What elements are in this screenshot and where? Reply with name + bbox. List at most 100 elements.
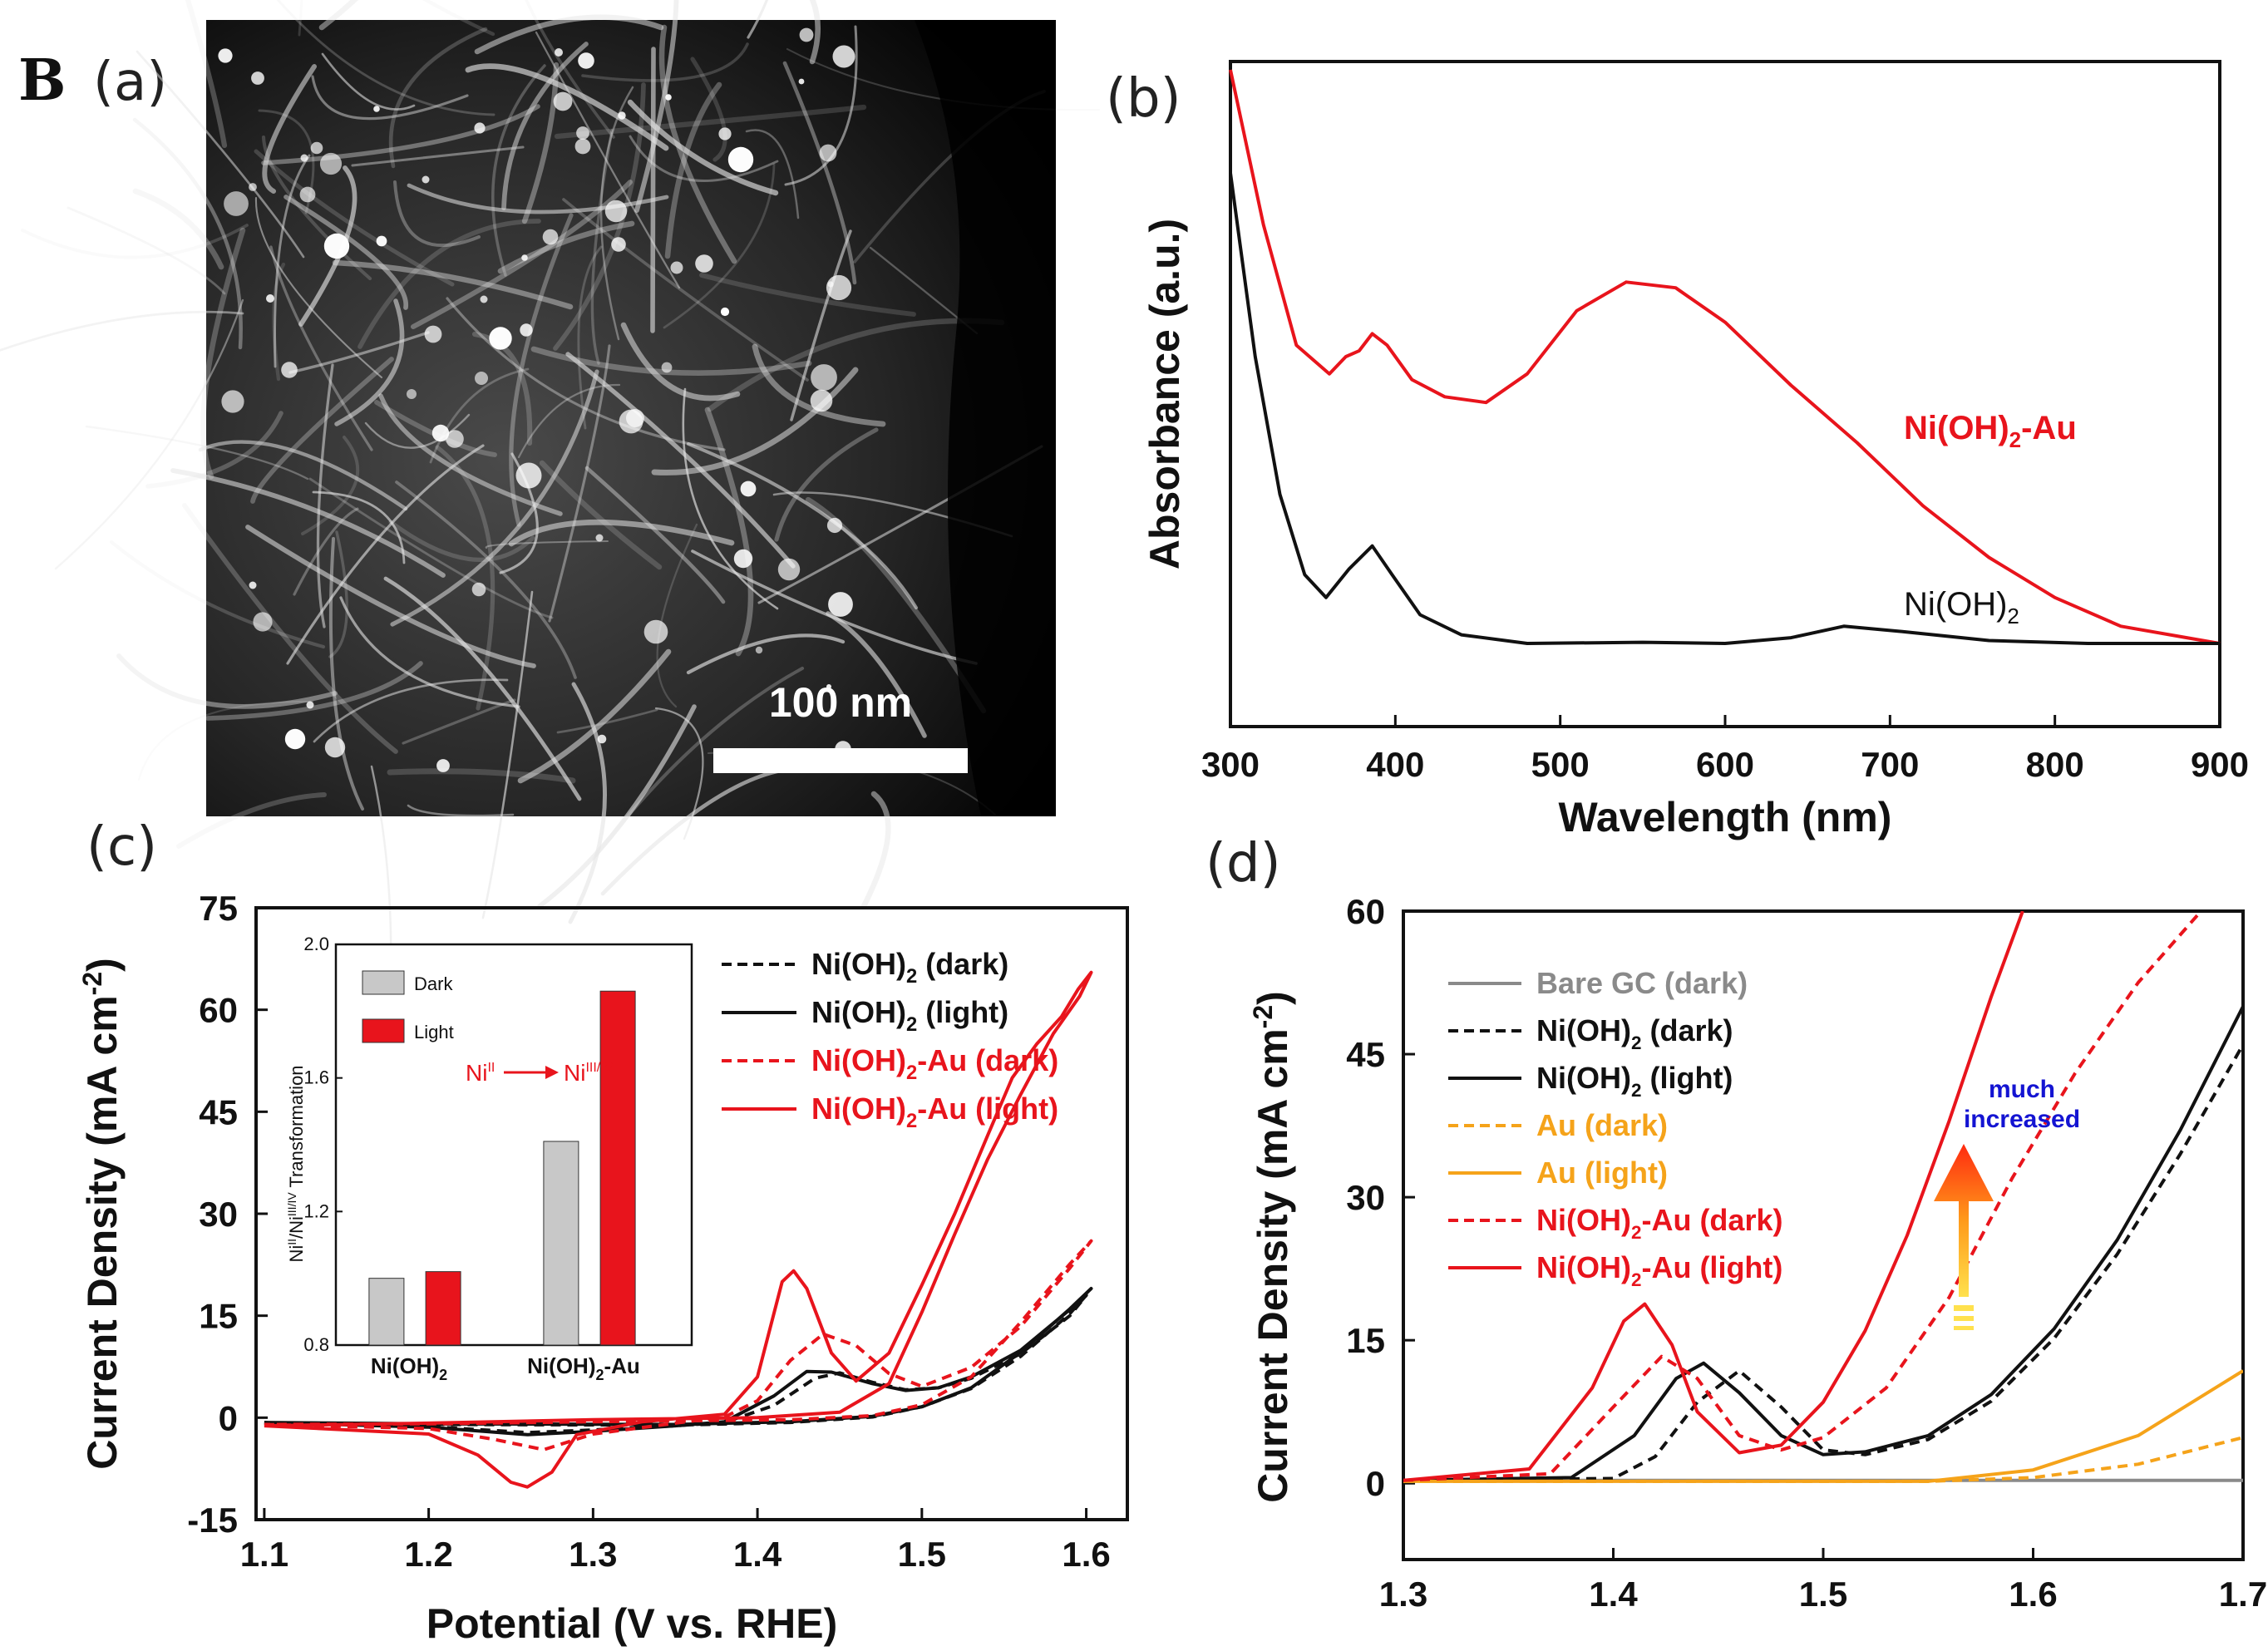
sem-particle — [661, 362, 673, 373]
sem-fiber — [627, 99, 779, 196]
d-xtick-label-4: 1.7 — [2219, 1575, 2267, 1614]
d-ytick-label-0: 0 — [1366, 1464, 1385, 1503]
d-ytick-label-1: 15 — [1346, 1321, 1385, 1360]
c-legend-sub-0: 2 — [906, 965, 917, 988]
figure-label: B — [18, 47, 66, 114]
panel-letter-d: (d) — [1205, 833, 1281, 894]
sem-fiber — [132, 117, 243, 350]
sem-fiber — [288, 331, 430, 374]
sem-particle — [319, 152, 343, 175]
sem-particle — [604, 200, 628, 223]
sem-fiber — [85, 425, 309, 481]
d-xtick-label-2: 1.5 — [1799, 1575, 1847, 1614]
c-xtick-label-1: 1.2 — [404, 1535, 452, 1574]
sem-fiber — [182, 503, 398, 754]
y-axis-label-c-sup: -2 — [77, 972, 107, 995]
increase-arrow-stripe-2 — [1954, 1316, 1974, 1321]
sem-fiber — [790, 229, 852, 421]
inset-legend-label-1: Light — [414, 1022, 454, 1042]
sem-fiber — [378, 393, 563, 516]
sem-particle — [810, 389, 833, 412]
sem-fiber — [553, 82, 646, 351]
sem-particle — [733, 549, 753, 569]
x-axis-label-c: Potential (V vs. RHE) — [426, 1600, 838, 1647]
c-legend-text-0: Ni(OH) — [811, 947, 906, 981]
inset-ann-b-sup: III/IV — [585, 1061, 613, 1075]
inset-bar-dark-0 — [368, 1278, 405, 1346]
sem-fiber — [429, 367, 530, 464]
sem-particle — [826, 684, 831, 689]
label-nioh2-b-sub: 2 — [2007, 604, 2019, 628]
y-axis-label-d: Current Density (mA cm-2) — [1248, 991, 1296, 1503]
y-axis-label-d-close: ) — [1250, 991, 1296, 1005]
sem-particle — [578, 52, 594, 69]
inset-ytick-label-1: 1.2 — [303, 1200, 329, 1221]
sem-fiber — [145, 411, 284, 489]
sem-fiber — [339, 596, 520, 708]
sem-fiber — [54, 298, 244, 570]
inset-category-1: Ni(OH)2-Au — [527, 1353, 640, 1383]
c-ytick-label-4: 45 — [199, 1092, 238, 1131]
sem-fiber — [254, 196, 383, 379]
sem-particle — [542, 229, 559, 245]
scale-bar-label: 100 nm — [769, 679, 912, 726]
sem-fiber — [109, 540, 326, 649]
sem-fiber — [517, 383, 621, 459]
sem-fiber — [422, 0, 496, 37]
inset-ytick-label-0: 0.8 — [303, 1334, 329, 1355]
sem-fiber — [200, 227, 246, 480]
d-series-5 — [1403, 911, 2203, 1482]
sem-nanosheet-texture — [0, 0, 1101, 1035]
d-ytick-label-4: 60 — [1346, 892, 1385, 931]
sem-particle — [553, 91, 573, 111]
sem-fiber — [316, 363, 334, 628]
sem-fiber — [269, 245, 373, 451]
axis-ticks-c: 1.1 1.2 1.3 1.4 1.5 1.6 -15 0 15 30 45 60 75 — [187, 889, 1110, 1574]
c-legend-tail-0: (dark) — [917, 947, 1008, 981]
sem-particle — [407, 389, 417, 399]
sem-particle — [218, 48, 233, 63]
inset-ylabel-sup2: III/IV — [285, 1192, 298, 1216]
sem-particle — [310, 141, 323, 155]
sem-fiber — [590, 129, 614, 365]
sem-fiber — [565, 352, 796, 569]
sem-particle — [595, 534, 604, 542]
sem-fiber — [658, 24, 737, 264]
inset-category-sub-1: 2 — [595, 1367, 604, 1383]
inset-bar-light-1 — [599, 990, 636, 1346]
sem-fiber — [293, 507, 359, 596]
sem-fiber — [690, 57, 727, 162]
sem-fiber — [136, 50, 305, 259]
d-legend-text-0: Bare GC (dark) — [1536, 966, 1748, 1000]
c-xtick-label-0: 1.1 — [240, 1535, 288, 1574]
sem-fiber — [185, 0, 228, 149]
sem-fiber — [262, 64, 317, 194]
sem-dark-region — [915, 20, 1056, 816]
sem-fiber — [805, 496, 987, 714]
series-lines-b — [1229, 69, 2221, 645]
c-legend-tail-3: -Au (light) — [917, 1092, 1058, 1126]
inset-category-text-1: Ni(OH) — [527, 1353, 595, 1378]
d-series-4 — [1403, 1369, 2243, 1483]
sem-fiber — [620, 322, 741, 402]
c-ytick-label-6: 75 — [199, 889, 238, 928]
sem-fiber — [465, 63, 669, 151]
sem-particle — [720, 307, 730, 317]
d-legend-text-4: Au (light) — [1536, 1156, 1668, 1190]
increase-annotation: much increased — [1934, 1076, 2080, 1330]
sem-fiber — [682, 387, 779, 610]
d-legend-sub-1: 2 — [1631, 1032, 1641, 1053]
sem-fiber — [272, 262, 286, 382]
label-nioh2-au-b-tail: -Au — [2021, 410, 2077, 446]
d-legend-text-3: Au (dark) — [1536, 1108, 1668, 1142]
sem-particle — [224, 191, 249, 216]
sem-fiber — [525, 0, 615, 139]
d-legend-tail-5: -Au (dark) — [1641, 1203, 1782, 1237]
plot-frame-d — [1402, 909, 2245, 1561]
sem-fiber — [745, 129, 800, 219]
sem-fiber — [521, 62, 560, 224]
y-axis-label-c-close: ) — [79, 958, 126, 972]
sem-fiber — [600, 768, 783, 896]
sem-fiber — [537, 704, 697, 909]
sem-particle — [249, 183, 257, 191]
